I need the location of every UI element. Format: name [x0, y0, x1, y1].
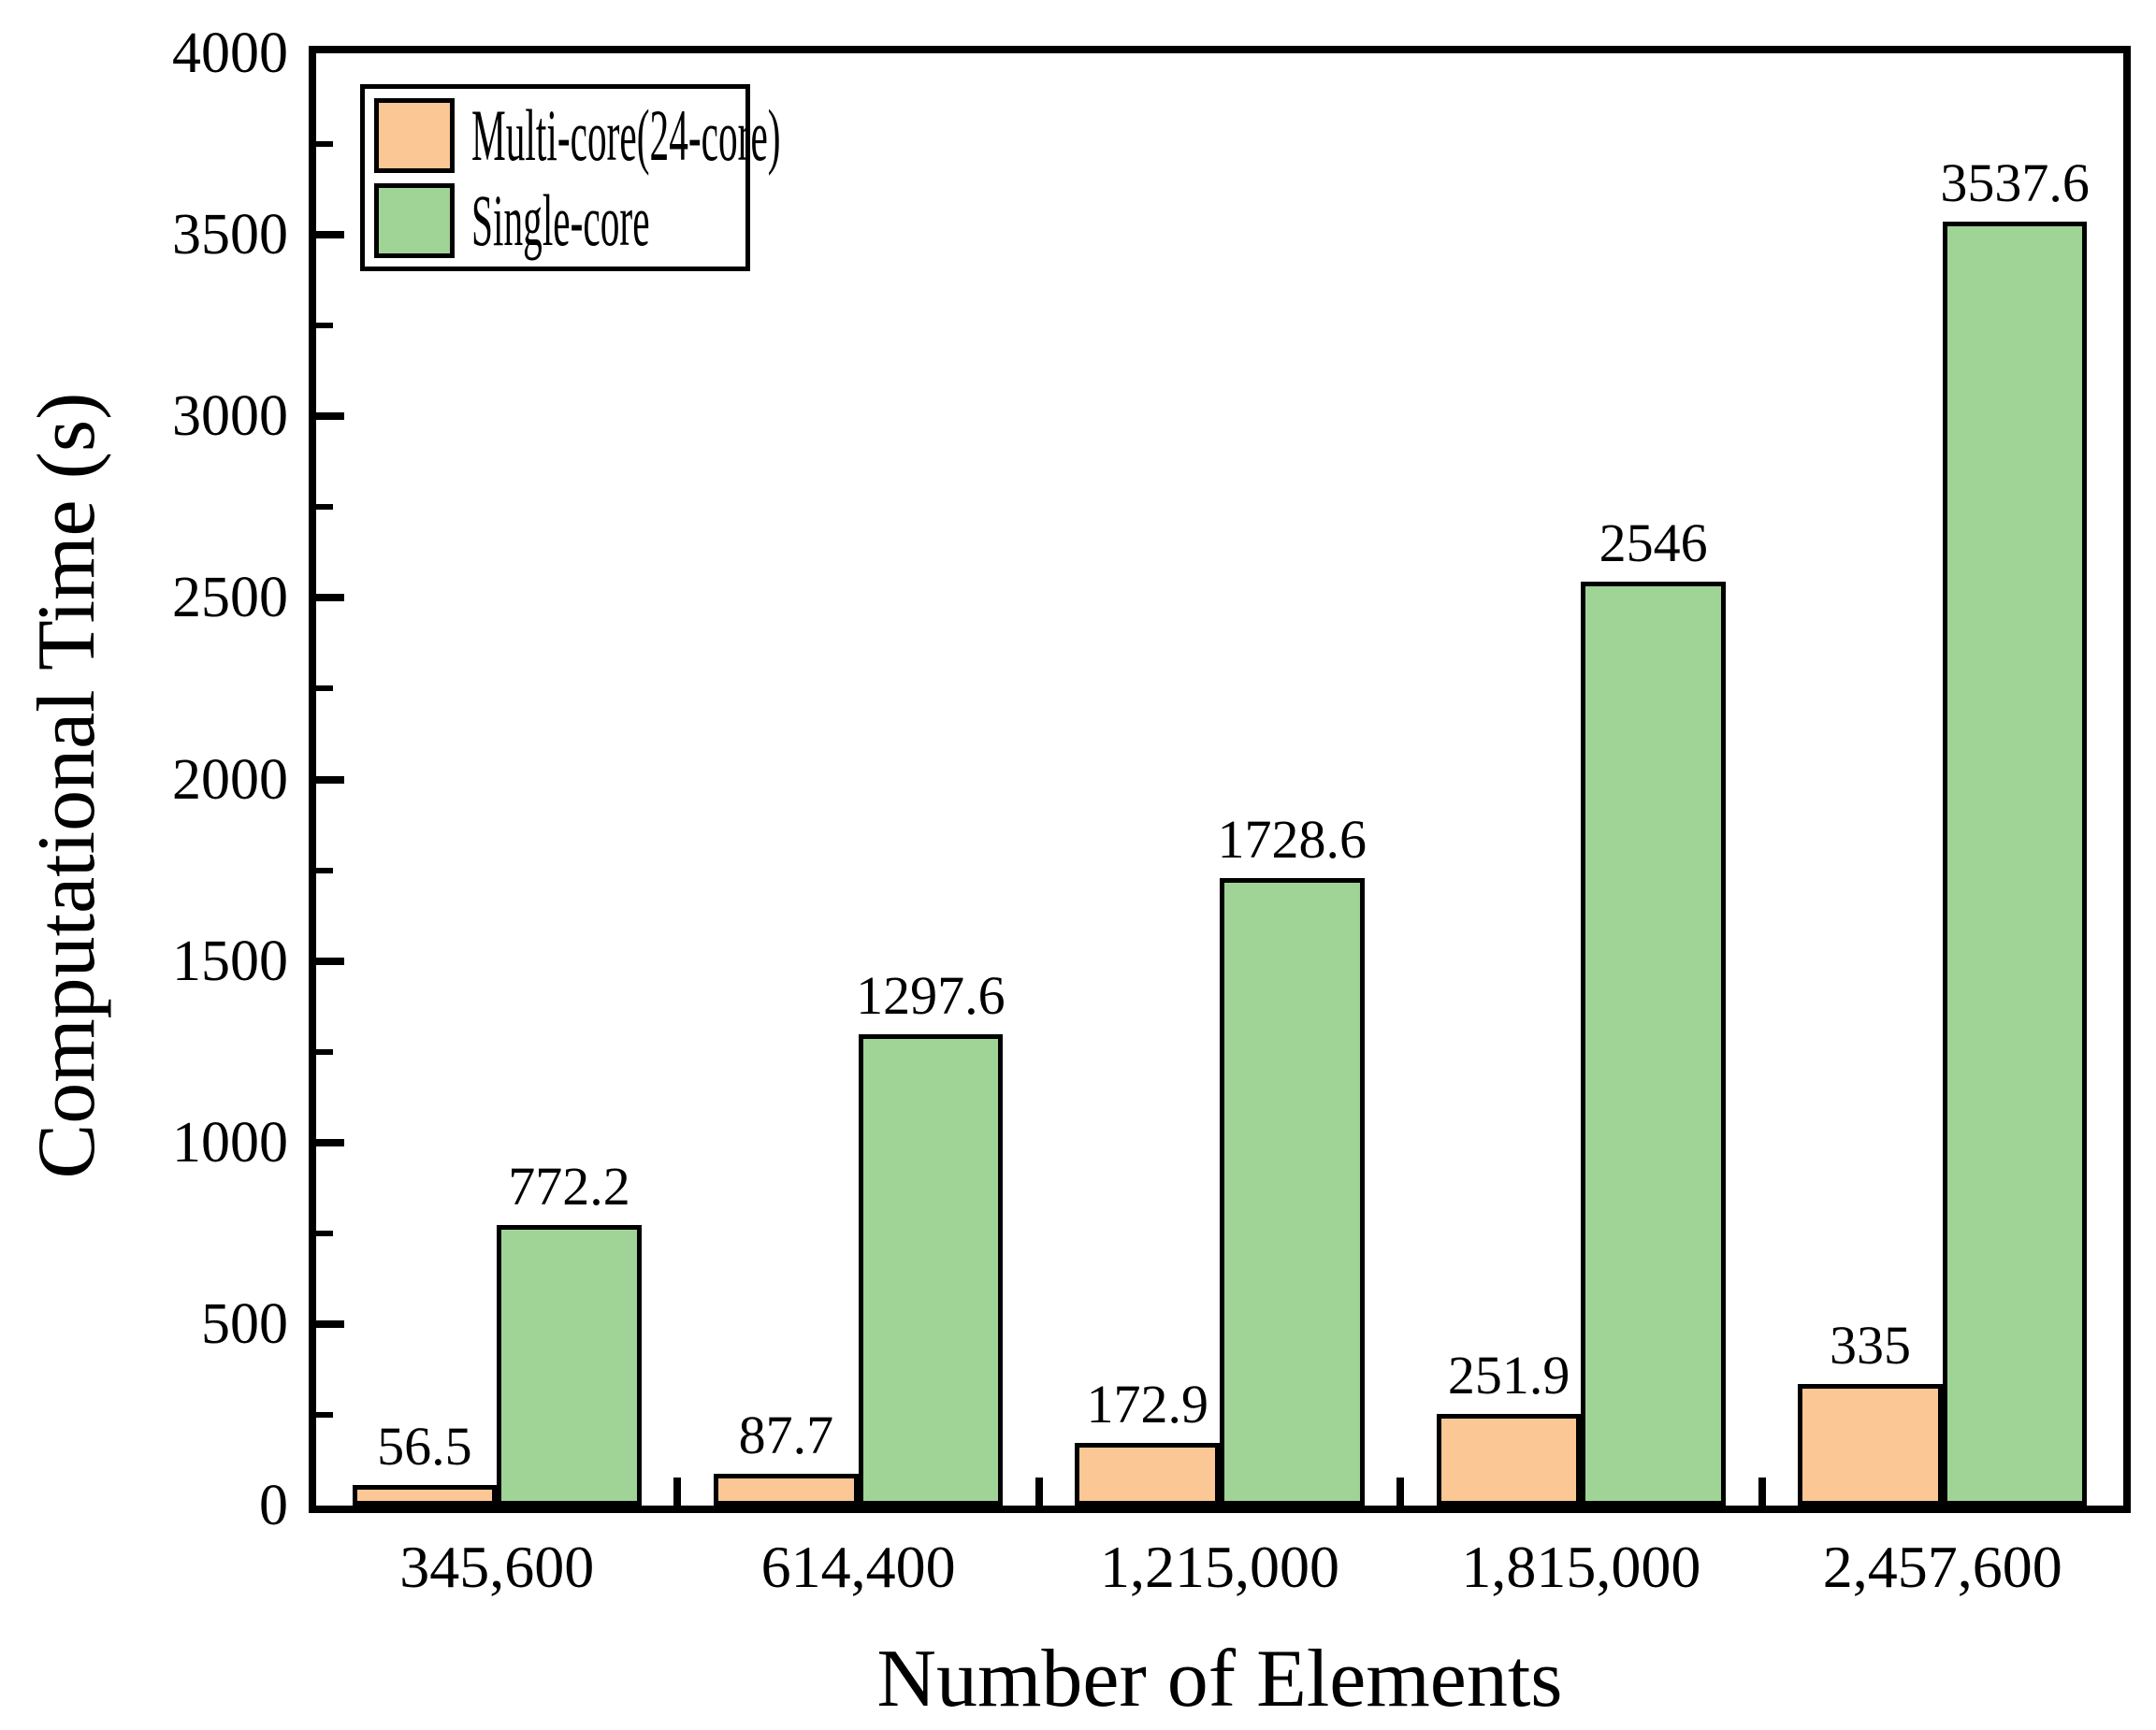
bar-value-label: 1297.6 [856, 965, 1006, 1027]
x-tick-label: 1,215,000 [1100, 1534, 1339, 1600]
bar-singlecore [1942, 221, 2088, 1506]
bar-multicore [352, 1485, 498, 1506]
y-axis-minor-tick [316, 867, 333, 873]
legend-label-multicore: Multi-core(24-core) [471, 94, 781, 176]
y-tick-label: 3500 [172, 203, 288, 267]
bar-singlecore [1220, 877, 1365, 1506]
bar-value-label: 56.5 [377, 1416, 472, 1478]
y-axis-major-tick [316, 412, 344, 421]
bar-singlecore [497, 1225, 642, 1506]
bar-multicore [1798, 1383, 1943, 1506]
bar-value-label: 172.9 [1086, 1373, 1208, 1434]
y-tick-label: 4000 [172, 22, 288, 85]
x-tick-label: 2,457,600 [1822, 1534, 2062, 1600]
y-tick-label: 2500 [172, 566, 288, 630]
y-tick-label: 1000 [172, 1110, 288, 1175]
legend: Multi-core(24-core) Single-core [360, 84, 781, 271]
x-tick-label: 1,815,000 [1461, 1534, 1701, 1600]
y-tick-label: 0 [259, 1474, 288, 1537]
y-tick-label: 500 [201, 1291, 288, 1356]
bar-multicore [1436, 1414, 1582, 1506]
x-tick-label: 345,600 [399, 1534, 595, 1600]
x-tick-label: 614,400 [760, 1534, 956, 1600]
bar-singlecore [858, 1034, 1004, 1506]
legend-entry-multicore: Multi-core(24-core) [374, 97, 1055, 174]
y-axis-major-tick [316, 1138, 344, 1146]
x-axis-tick [1035, 1478, 1043, 1506]
y-axis-minor-tick [316, 1048, 333, 1055]
legend-swatch-singlecore [374, 183, 455, 258]
y-axis-minor-tick [316, 1411, 333, 1418]
bar-value-label: 1728.6 [1217, 808, 1367, 870]
bar-value-label: 87.7 [738, 1404, 834, 1465]
bar-singlecore [1581, 581, 1726, 1506]
bar-multicore [714, 1473, 859, 1506]
y-axis-major-tick [316, 957, 344, 965]
x-axis-tick [1758, 1478, 1766, 1506]
y-axis-minor-tick [316, 1230, 333, 1236]
y-axis-major-tick [316, 775, 344, 784]
legend-swatch-multicore [374, 98, 455, 173]
y-axis-minor-tick [316, 685, 333, 692]
bar-value-label: 335 [1830, 1314, 1912, 1376]
y-axis-minor-tick [316, 323, 333, 329]
legend-entry-singlecore: Single-core [374, 182, 808, 259]
x-axis-tick [673, 1478, 682, 1506]
y-axis-minor-tick [316, 504, 333, 511]
bar-multicore [1075, 1442, 1220, 1506]
bar-value-label: 2546 [1599, 512, 1708, 573]
y-axis-major-tick [316, 594, 344, 602]
bar-value-label: 3537.6 [1940, 151, 2090, 213]
y-tick-label: 2000 [172, 747, 288, 812]
legend-label-singlecore: Single-core [471, 180, 650, 261]
y-tick-label: 3000 [172, 384, 288, 449]
y-axis-major-tick [316, 231, 344, 239]
y-axis-minor-tick [316, 141, 333, 148]
y-tick-label: 1500 [172, 929, 288, 993]
y-axis-major-tick [316, 1319, 344, 1328]
bar-value-label: 251.9 [1447, 1345, 1570, 1406]
bar-value-label: 772.2 [508, 1156, 630, 1218]
x-axis-title: Number of Elements [876, 1634, 1563, 1724]
x-axis-tick [1396, 1478, 1405, 1506]
